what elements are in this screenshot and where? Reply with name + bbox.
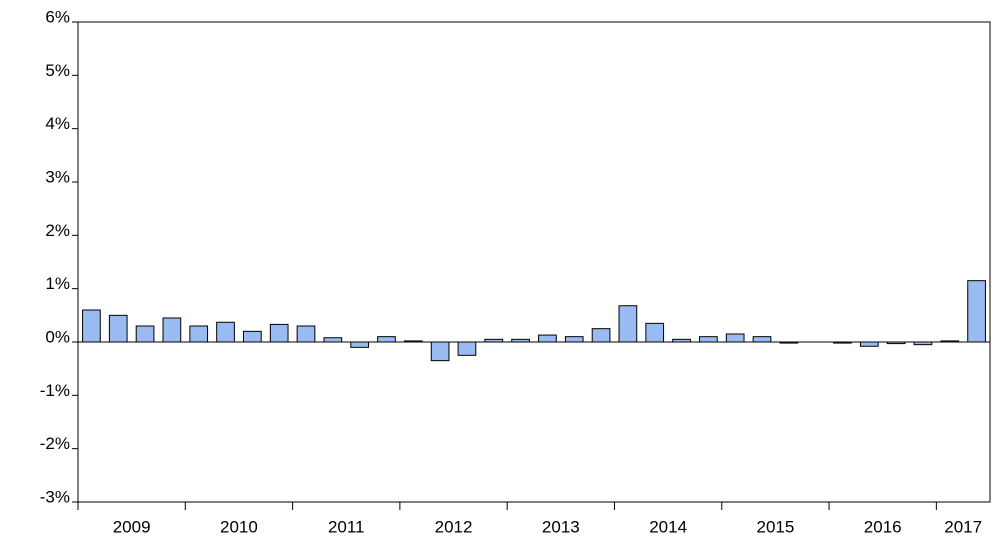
bar (216, 321, 235, 343)
x-tick-label: 2012 (435, 517, 473, 536)
x-tick-label: 2015 (756, 517, 794, 536)
bar (967, 280, 986, 343)
x-tick-label: 2014 (649, 517, 687, 536)
x-tick-label: 2017 (944, 517, 982, 536)
x-tick-label: 2013 (542, 517, 580, 536)
x-tick-label: 2009 (113, 517, 151, 536)
bar (108, 314, 128, 343)
bar (779, 341, 799, 344)
bar (859, 341, 879, 347)
bar (403, 340, 423, 343)
y-tick-label: 5% (45, 61, 70, 80)
y-tick-label: 2% (45, 221, 70, 240)
bar (591, 328, 611, 343)
bar (296, 325, 316, 343)
bar (511, 338, 530, 343)
bar (484, 338, 504, 343)
bar (833, 341, 852, 344)
bar (538, 334, 557, 343)
bar (323, 337, 343, 343)
bar (645, 322, 665, 343)
bar (269, 323, 289, 343)
bar (564, 336, 584, 343)
bar (457, 341, 477, 356)
bar (350, 341, 369, 348)
bar (243, 330, 262, 343)
bar (82, 309, 101, 343)
y-tick-label: 3% (45, 167, 70, 186)
bar (886, 341, 906, 345)
x-tick-label: 2011 (328, 517, 365, 536)
y-tick-label: -2% (40, 434, 70, 453)
y-tick-label: -3% (40, 487, 70, 506)
bar (189, 325, 209, 343)
bar (913, 341, 933, 346)
bar (618, 305, 638, 343)
y-tick-label: 6% (45, 7, 70, 26)
bar (430, 341, 450, 362)
x-tick-label: 2010 (220, 517, 258, 536)
bar (725, 333, 745, 343)
bar (135, 325, 155, 343)
plot-frame (77, 21, 991, 503)
bar (672, 338, 691, 343)
x-tick-label: 2016 (864, 517, 902, 536)
bar (377, 336, 396, 343)
y-tick-label: -1% (40, 381, 70, 400)
y-tick-label: 4% (45, 114, 70, 133)
y-tick-label: 1% (45, 274, 70, 293)
y-tick-label: 0% (45, 327, 70, 346)
bar (752, 336, 772, 343)
bar (162, 317, 182, 343)
bar (940, 340, 960, 343)
bar (699, 336, 718, 343)
